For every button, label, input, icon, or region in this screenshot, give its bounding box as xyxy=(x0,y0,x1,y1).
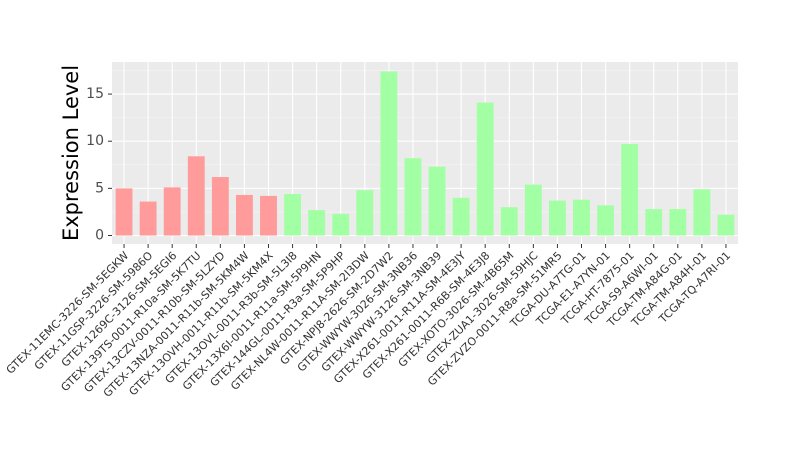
bar xyxy=(645,209,663,236)
bar xyxy=(404,158,422,236)
bar xyxy=(235,194,253,236)
bar xyxy=(380,71,398,236)
bar xyxy=(356,190,374,236)
bar xyxy=(163,187,181,236)
bar xyxy=(597,205,615,236)
y-axis-label: Expression Level xyxy=(59,65,83,241)
plot-panel xyxy=(112,62,738,244)
bar xyxy=(717,214,735,236)
bar xyxy=(332,213,350,236)
bar xyxy=(187,156,205,236)
bar xyxy=(211,177,229,236)
y-tick-label: 0 xyxy=(95,228,104,244)
bar xyxy=(524,184,542,236)
bar xyxy=(452,197,470,236)
y-tick-label: 10 xyxy=(86,133,104,149)
bar xyxy=(115,188,133,236)
bar xyxy=(548,200,566,236)
bar xyxy=(260,195,277,236)
bar xyxy=(573,199,590,236)
bar xyxy=(476,102,494,236)
bar xyxy=(693,189,711,236)
bar xyxy=(308,210,326,236)
bar xyxy=(669,209,687,236)
y-tick-label: 5 xyxy=(95,180,104,196)
bar xyxy=(428,166,446,236)
bar xyxy=(139,201,157,236)
bar xyxy=(621,144,639,236)
y-tick-label: 15 xyxy=(86,86,104,102)
bar xyxy=(500,207,518,236)
bar xyxy=(284,194,302,236)
